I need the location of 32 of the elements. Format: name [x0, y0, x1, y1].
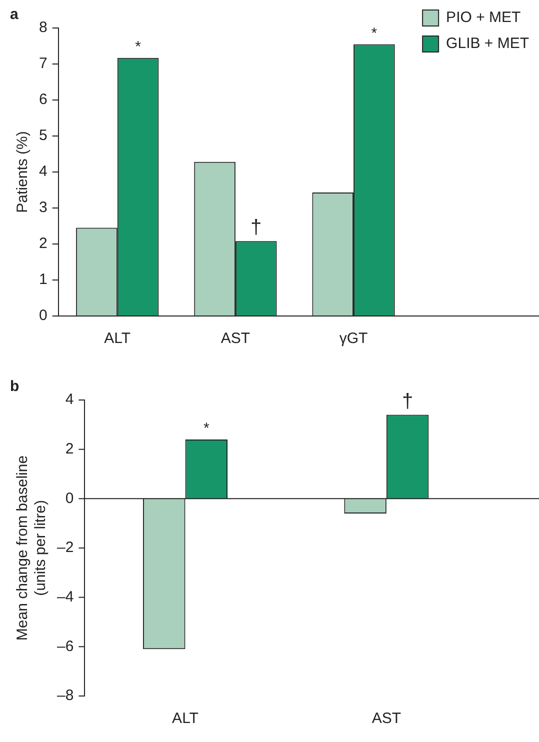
y-tick-label: –4 — [56, 588, 74, 606]
y-tick-label: –8 — [56, 687, 74, 704]
y-tick-label: 2 — [65, 440, 74, 458]
y-tick-label: 4 — [65, 391, 74, 408]
chart-title: a — [10, 6, 19, 24]
y-tick-label: 0 — [65, 490, 74, 507]
legend-label: PIO + MET — [446, 9, 521, 26]
x-tick-label: AST — [372, 710, 402, 728]
annotation: † — [402, 390, 414, 412]
y-tick-label: 3 — [39, 199, 48, 216]
y-axis-title: Patients (%) — [14, 131, 32, 213]
annotation: † — [250, 216, 262, 239]
y-tick-label: –6 — [56, 638, 74, 655]
x-tick-label: γGT — [339, 330, 368, 348]
x-tick-label: ALT — [104, 330, 131, 348]
y-tick-label: 8 — [39, 19, 48, 36]
y-tick-label: 1 — [39, 271, 48, 288]
y-tick-label: 4 — [39, 163, 48, 180]
x-tick-label: ALT — [172, 710, 198, 728]
y-tick-label: 2 — [39, 235, 48, 252]
y-tick-label: 6 — [39, 91, 48, 108]
annotation: * — [203, 420, 210, 438]
y-tick-label: 7 — [39, 55, 48, 72]
annotation: * — [371, 24, 378, 42]
y-axis-title: Mean change from baseline (units per litre) — [14, 455, 50, 641]
y-tick-label: 5 — [39, 127, 48, 144]
y-tick-label: –2 — [56, 539, 74, 556]
y-tick-label: 0 — [39, 307, 48, 324]
chart-title: b — [10, 378, 20, 396]
x-tick-label: AST — [220, 330, 250, 348]
legend-label: GLIB + MET — [446, 35, 530, 52]
annotation: * — [135, 38, 142, 56]
